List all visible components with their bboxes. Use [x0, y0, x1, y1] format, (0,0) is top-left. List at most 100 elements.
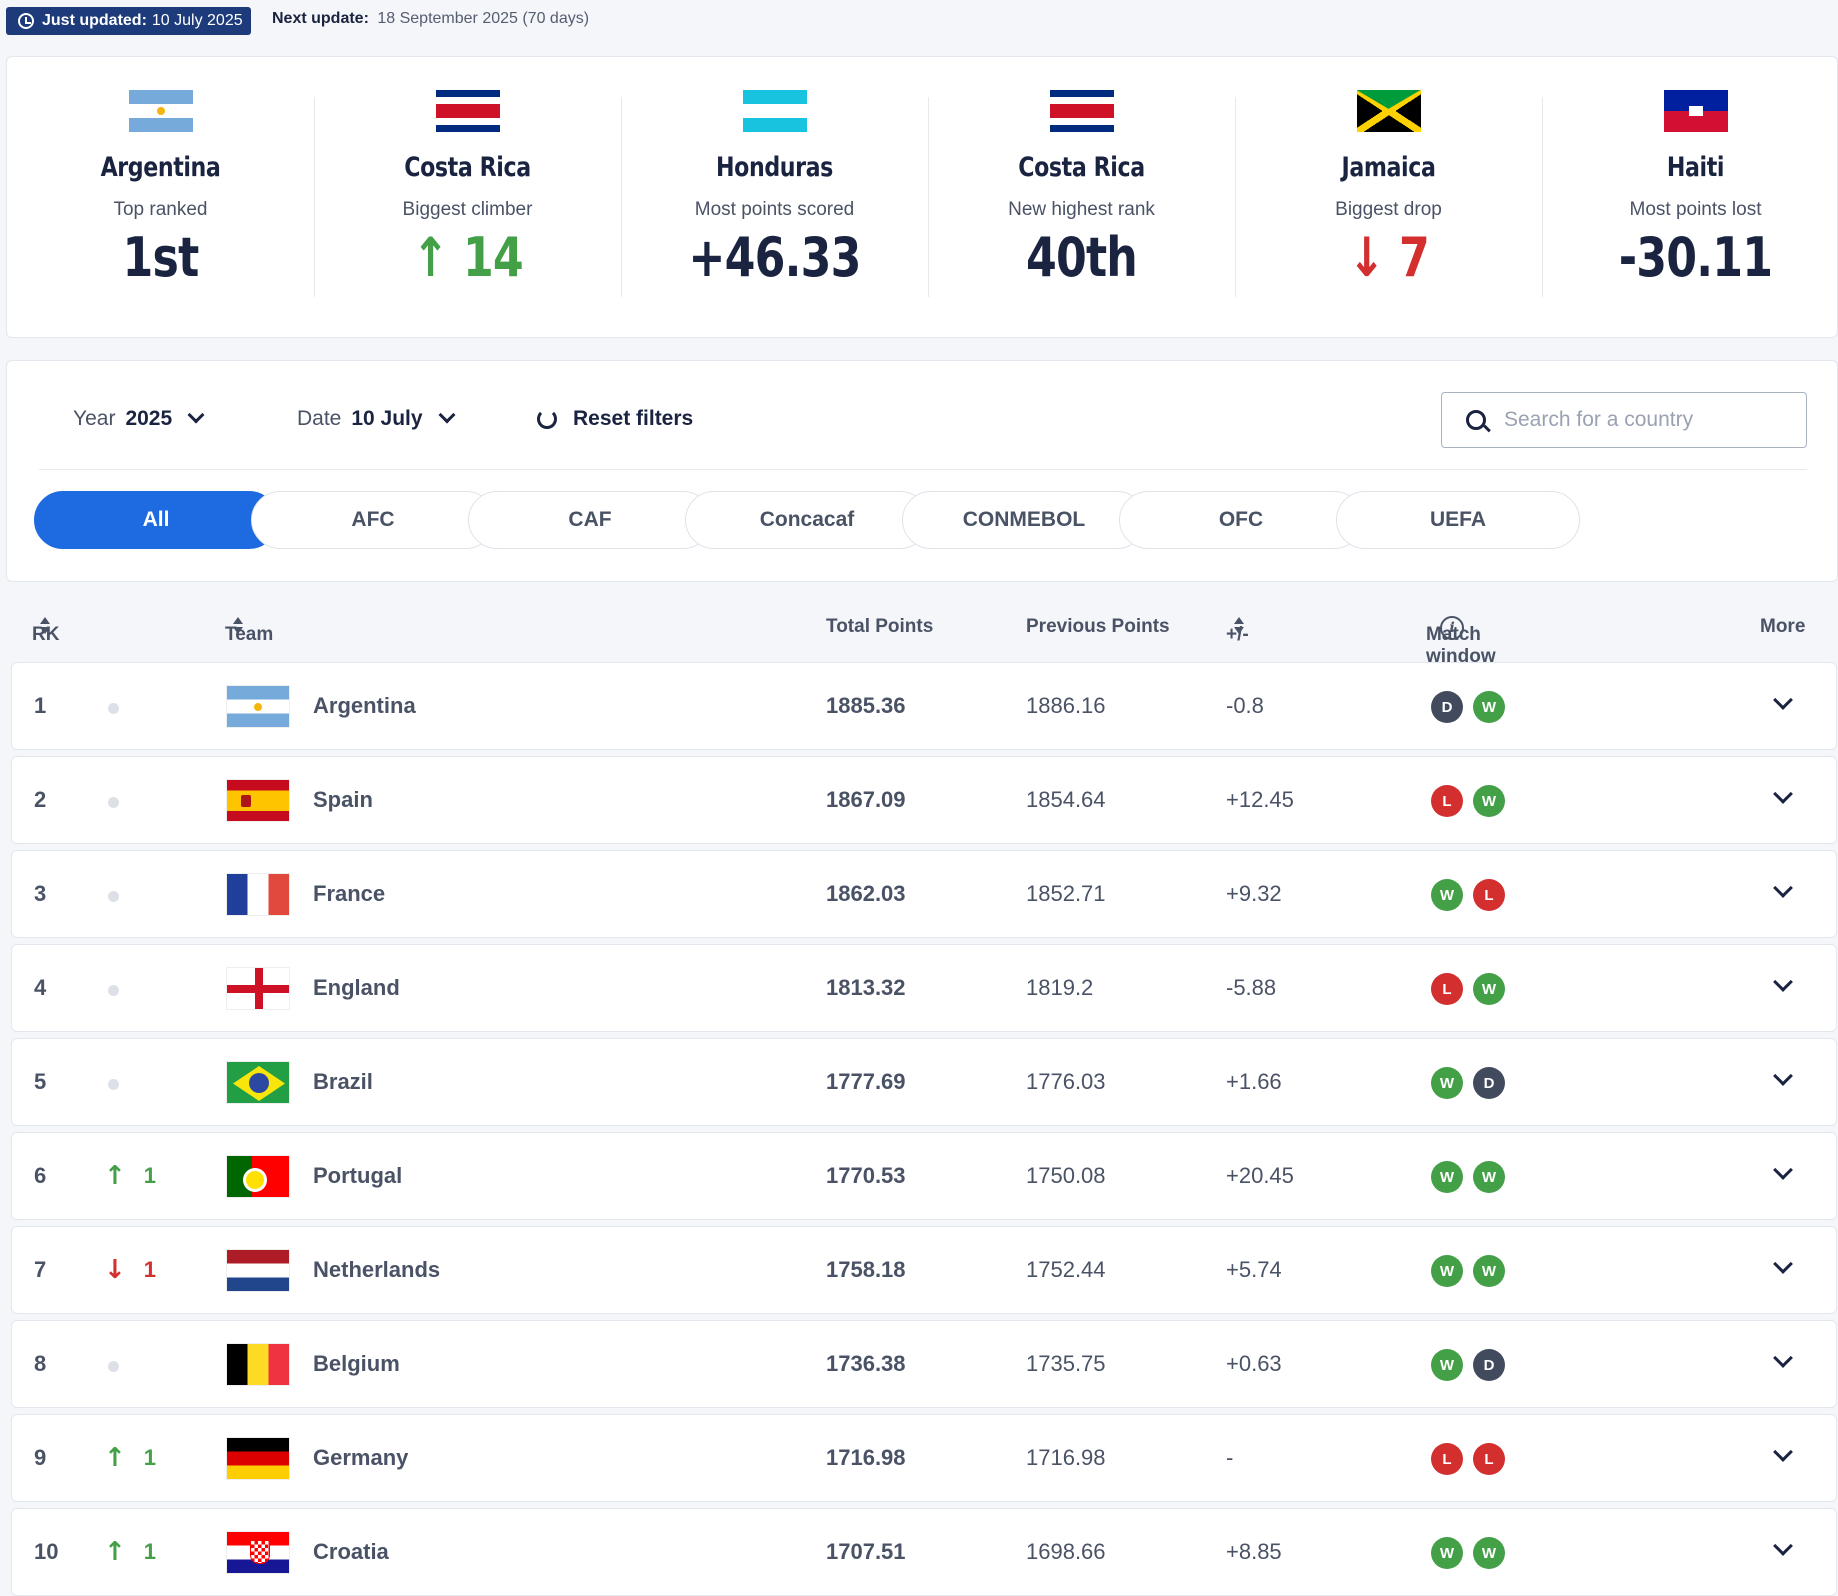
- confederation-tab-conmebol[interactable]: CONMEBOL: [902, 491, 1146, 549]
- stat-card: Costa Rica New highest rank 40th: [928, 57, 1235, 339]
- match-result-badge: W: [1431, 1255, 1463, 1287]
- diff-cell: +20.45: [1226, 1163, 1294, 1188]
- confederation-tab-afc[interactable]: AFC: [251, 491, 495, 549]
- year-value: 2025: [125, 407, 173, 430]
- rank-cell: 6: [34, 1163, 47, 1188]
- stat-separator: [1235, 97, 1236, 297]
- team-name[interactable]: England: [313, 975, 400, 1000]
- expand-chevron-icon[interactable]: [1773, 1160, 1793, 1180]
- rank-cell: 9: [34, 1445, 47, 1470]
- stat-value-text: -30.11: [1618, 226, 1773, 289]
- table-row[interactable]: 9 ↑ 1 Germany 1716.98 1716.98- L L: [11, 1414, 1837, 1502]
- team-name[interactable]: Brazil: [313, 1069, 373, 1094]
- team-name[interactable]: Netherlands: [313, 1257, 441, 1282]
- expand-chevron-icon[interactable]: [1773, 1536, 1793, 1556]
- diff-cell: +12.45: [1226, 787, 1294, 812]
- match-result-badge: W: [1473, 973, 1505, 1005]
- search-input[interactable]: Search for a country: [1441, 392, 1807, 448]
- table-row[interactable]: 6 ↑ 1 Portugal 1770.53 1750.08 +20.45 W W: [11, 1132, 1837, 1220]
- confederation-tab-ofc[interactable]: OFC: [1119, 491, 1363, 549]
- rank-movement: ↑ 1: [104, 1161, 156, 1191]
- expand-chevron-icon[interactable]: [1773, 878, 1793, 898]
- reset-filters-button[interactable]: Reset filters: [537, 407, 693, 431]
- match-result-badge: D: [1431, 691, 1463, 723]
- belgium-flag-icon: [226, 1343, 290, 1386]
- date-dropdown[interactable]: Date 10 July: [297, 406, 456, 431]
- match-window-label: Match window: [1426, 624, 1496, 667]
- expand-chevron-icon[interactable]: [1773, 1066, 1793, 1086]
- expand-chevron-icon[interactable]: [1773, 972, 1793, 992]
- total-points-cell: 1813.32: [826, 975, 906, 1000]
- table-row[interactable]: 10 ↑ 1 Croatia 1707.51 1698.66 +8.85 W W: [11, 1508, 1837, 1596]
- match-result-badge: D: [1473, 1067, 1505, 1099]
- team-name[interactable]: Spain: [313, 787, 373, 812]
- update-bar: Just updated: 10 July 2025 Next update: …: [0, 0, 1838, 40]
- stat-country: Jamaica: [1341, 152, 1436, 183]
- total-points-cell: 1867.09: [826, 787, 906, 812]
- diff-cell: -0.8: [1226, 693, 1264, 718]
- team-name[interactable]: Germany: [313, 1445, 409, 1470]
- expand-chevron-icon[interactable]: [1773, 690, 1793, 710]
- rank-header-label: RK: [32, 624, 60, 645]
- rank-movement: ↓ 1: [104, 1255, 156, 1285]
- diff-header[interactable]: +/-: [1226, 616, 1249, 645]
- filters-panel: Year 2025 Date 10 July Reset filters Sea…: [6, 360, 1838, 582]
- table-row[interactable]: 3 France 1862.03 1852.71 +9.32 W L: [11, 850, 1837, 938]
- table-row[interactable]: 2 Spain 1867.09 1854.64 +12.45 L W: [11, 756, 1837, 844]
- table-row[interactable]: 7 ↓ 1 Netherlands 1758.18 1752.44 +5.74 W W: [11, 1226, 1837, 1314]
- next-update: Next update: 18 September 2025 (70 days): [272, 10, 589, 28]
- match-result-badge: W: [1431, 1349, 1463, 1381]
- total-points-cell: 1758.18: [826, 1257, 906, 1282]
- match-result-badge: L: [1473, 1443, 1505, 1475]
- expand-chevron-icon[interactable]: [1773, 1442, 1793, 1462]
- total-points-cell: 1777.69: [826, 1069, 906, 1094]
- confederation-tab-concacaf[interactable]: Concacaf: [685, 491, 929, 549]
- rank-movement: ↑ 1: [104, 1443, 156, 1473]
- team-name[interactable]: France: [313, 881, 386, 906]
- expand-chevron-icon[interactable]: [1773, 1254, 1793, 1274]
- info-icon[interactable]: i: [1440, 616, 1464, 640]
- table-row[interactable]: 8 Belgium 1736.38 1735.75 +0.63 W D: [11, 1320, 1837, 1408]
- previous-points-cell: 1752.44: [1026, 1257, 1106, 1282]
- arrow-up-icon: ↑: [412, 226, 463, 289]
- team-name[interactable]: Belgium: [313, 1351, 400, 1376]
- confederation-tab-caf[interactable]: CAF: [468, 491, 712, 549]
- haiti-flag-icon: [1663, 90, 1728, 132]
- match-result-badge: W: [1473, 1161, 1505, 1193]
- previous-points-cell: 1716.98: [1026, 1445, 1106, 1470]
- team-header[interactable]: Team: [225, 616, 273, 645]
- team-name[interactable]: Portugal: [313, 1163, 403, 1188]
- expand-chevron-icon[interactable]: [1773, 784, 1793, 804]
- diff-cell: +8.85: [1226, 1539, 1282, 1564]
- match-result-badge: W: [1431, 1537, 1463, 1569]
- rank-cell: 4: [34, 975, 47, 1000]
- table-row[interactable]: 5 Brazil 1777.69 1776.03 +1.66 W D: [11, 1038, 1837, 1126]
- no-change-icon: [108, 797, 119, 808]
- no-change-icon: [108, 891, 119, 902]
- stat-country: Haiti: [1666, 152, 1725, 183]
- table-row[interactable]: 4 England 1813.32 1819.2 -5.88 L W: [11, 944, 1837, 1032]
- confederation-tab-uefa[interactable]: UEFA: [1336, 491, 1580, 549]
- team-name[interactable]: Argentina: [313, 693, 416, 718]
- previous-points-cell: 1854.64: [1026, 787, 1106, 812]
- stat-country: Costa Rica: [1018, 152, 1145, 183]
- match-result-badge: W: [1473, 691, 1505, 723]
- team-name[interactable]: Croatia: [313, 1539, 389, 1564]
- table-row[interactable]: 1 Argentina 1885.36 1886.16 -0.8 D W: [11, 662, 1837, 750]
- total-points-cell: 1707.51: [826, 1539, 906, 1564]
- previous-points-cell: 1735.75: [1026, 1351, 1106, 1376]
- confederation-tab-all[interactable]: All: [34, 491, 278, 549]
- stat-label: New highest rank: [1008, 199, 1155, 220]
- previous-points-header: Previous Points: [1026, 616, 1170, 637]
- date-value: 10 July: [351, 407, 423, 430]
- previous-points-cell: 1852.71: [1026, 881, 1106, 906]
- rank-header[interactable]: RK: [32, 616, 59, 645]
- expand-chevron-icon[interactable]: [1773, 1348, 1793, 1368]
- england-flag-icon: [226, 967, 290, 1010]
- just-updated-label: Just updated:: [42, 12, 147, 29]
- year-dropdown[interactable]: Year 2025: [73, 406, 205, 431]
- argentina-flag-icon: [128, 90, 193, 132]
- total-points-header: Total Points: [826, 616, 934, 637]
- stat-value-text: +46.33: [688, 226, 861, 289]
- stat-label: Most points lost: [1629, 199, 1762, 220]
